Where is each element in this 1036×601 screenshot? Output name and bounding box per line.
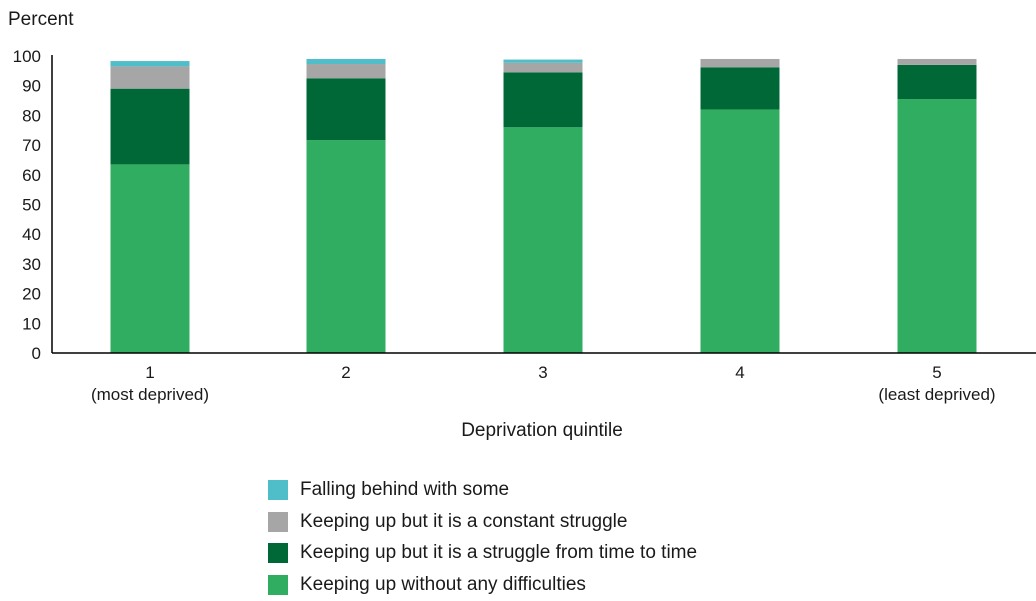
bar-segment <box>897 64 977 100</box>
bar-segment <box>110 164 190 353</box>
bar-segment <box>700 58 780 68</box>
y-tick-label: 100 <box>13 47 41 66</box>
bars <box>110 58 977 354</box>
x-axis-ticks: 1 (most deprived) 2 3 4 5 (least deprived) <box>91 363 996 404</box>
x-tick-label: 5 <box>932 363 941 382</box>
y-axis-title: Percent <box>8 9 74 30</box>
legend-item: Keeping up but it is a struggle from tim… <box>268 537 697 569</box>
y-tick-label: 90 <box>22 77 41 96</box>
stacked-bar-chart: Percent Deprivation quintile 01020304050… <box>8 9 1036 441</box>
bar-segment <box>306 58 386 65</box>
y-tick-label: 20 <box>22 285 41 304</box>
y-axis-ticks: 0 10 20 30 40 50 60 70 80 90 100 <box>13 47 41 363</box>
bar-segment <box>700 109 780 354</box>
legend: Falling behind with some Keeping up but i… <box>268 474 697 601</box>
legend-item: Keeping up but it is a constant struggle <box>268 506 697 538</box>
bar-segment <box>306 78 386 141</box>
legend-label: Keeping up but it is a constant struggle <box>300 510 628 532</box>
legend-item: Falling behind with some <box>268 474 697 506</box>
bar-segment <box>110 61 190 67</box>
y-tick-label: 30 <box>22 255 41 274</box>
bar-segment <box>306 140 386 353</box>
legend-label: Keeping up but it is a struggle from tim… <box>300 542 698 564</box>
bar-segment <box>110 66 190 89</box>
y-tick-label: 40 <box>22 225 41 244</box>
x-tick-label: 4 <box>735 363 744 382</box>
y-tick-label: 0 <box>32 344 41 363</box>
y-tick-label: 60 <box>22 166 41 185</box>
legend-swatch <box>268 574 288 595</box>
x-tick-label: 3 <box>538 363 547 382</box>
x-tick-label: 1 <box>145 363 154 382</box>
bar-segment <box>700 67 780 110</box>
x-axis-title: Deprivation quintile <box>461 420 623 441</box>
y-tick-label: 10 <box>22 314 41 333</box>
y-tick-label: 50 <box>22 196 41 215</box>
legend-label: Keeping up without any difficulties <box>300 573 586 595</box>
x-tick-sublabel: (least deprived) <box>878 385 995 404</box>
bar-segment <box>897 58 977 65</box>
bar-segment <box>897 99 977 353</box>
legend-swatch <box>268 511 288 532</box>
legend-item: Keeping up without any difficulties <box>268 569 697 601</box>
x-tick-sublabel: (most deprived) <box>91 385 209 404</box>
legend-swatch <box>268 543 288 564</box>
y-tick-label: 80 <box>22 106 41 125</box>
bar-segment <box>503 62 583 73</box>
y-tick-label: 70 <box>22 136 41 155</box>
bar-segment <box>503 127 583 353</box>
bar-segment <box>503 59 583 63</box>
legend-swatch <box>268 479 288 500</box>
bar-segment <box>306 64 386 79</box>
bar-segment <box>110 88 190 165</box>
bar-segment <box>503 72 583 128</box>
x-tick-label: 2 <box>341 363 350 382</box>
legend-label: Falling behind with some <box>300 478 510 500</box>
